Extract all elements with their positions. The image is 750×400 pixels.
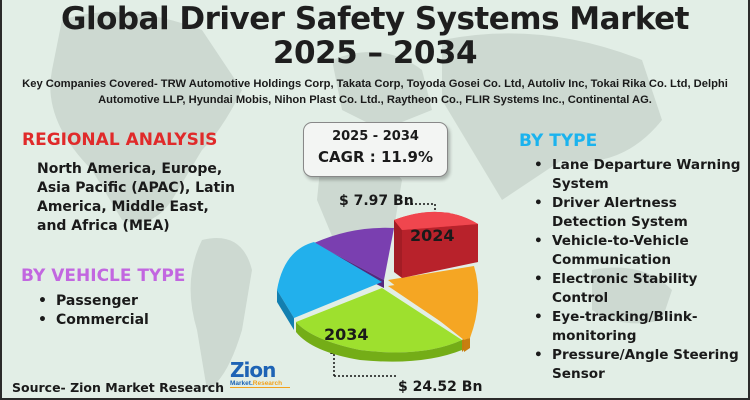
list-item: Lane Departure Warning System bbox=[534, 156, 748, 194]
pie-chart-3d bbox=[277, 203, 479, 377]
market-value-2024: $ 7.97 Bn bbox=[339, 193, 414, 209]
forecast-period: 2025 - 2034 bbox=[332, 129, 419, 144]
list-item: Eye-tracking/Blink-monitoring bbox=[534, 308, 748, 346]
source-text: Source- Zion Market Research bbox=[12, 380, 225, 395]
title-line-2: 2025 – 2034 bbox=[272, 35, 478, 71]
by-type-list: Lane Departure Warning System Driver Ale… bbox=[534, 156, 748, 384]
pie-label-2024: 2024 bbox=[410, 226, 455, 245]
logo-sub-b: Research bbox=[252, 380, 283, 387]
list-item: Commercial bbox=[38, 311, 149, 330]
key-companies-text: Key Companies Covered- TRW Automotive Ho… bbox=[22, 78, 728, 106]
cagr-value: CAGR : 11.9% bbox=[318, 148, 433, 166]
zion-logo: Zion Market.Research bbox=[230, 360, 290, 388]
title-line-1: Global Driver Safety Systems Market bbox=[61, 1, 690, 37]
pie-label-2034: 2034 bbox=[324, 325, 369, 344]
by-type-heading: BY TYPE bbox=[519, 131, 598, 151]
vehicle-type-heading: BY VEHICLE TYPE bbox=[21, 266, 186, 286]
regional-analysis-heading: REGIONAL ANALYSIS bbox=[22, 130, 218, 150]
regions-text: North America, Europe, Asia Pacific (APA… bbox=[37, 161, 236, 234]
market-value-2034: $ 24.52 Bn bbox=[398, 379, 483, 395]
logo-subtitle: Market.Research bbox=[230, 380, 290, 388]
list-item: Vehicle-to-Vehicle Communication bbox=[534, 232, 748, 270]
page-title: Global Driver Safety Systems Market 2025… bbox=[2, 2, 748, 70]
logo-main-text: Zion bbox=[230, 358, 276, 382]
list-item: Passenger bbox=[38, 292, 149, 311]
logo-sub-a: Market. bbox=[230, 380, 253, 387]
vehicle-type-list: Passenger Commercial bbox=[38, 292, 149, 330]
list-item: Pressure/Angle Steering Sensor bbox=[534, 346, 748, 384]
list-item: Driver Alertness Detection System bbox=[534, 194, 748, 232]
cagr-box: 2025 - 2034 CAGR : 11.9% bbox=[303, 122, 448, 177]
list-item: Electronic Stability Control bbox=[534, 270, 748, 308]
